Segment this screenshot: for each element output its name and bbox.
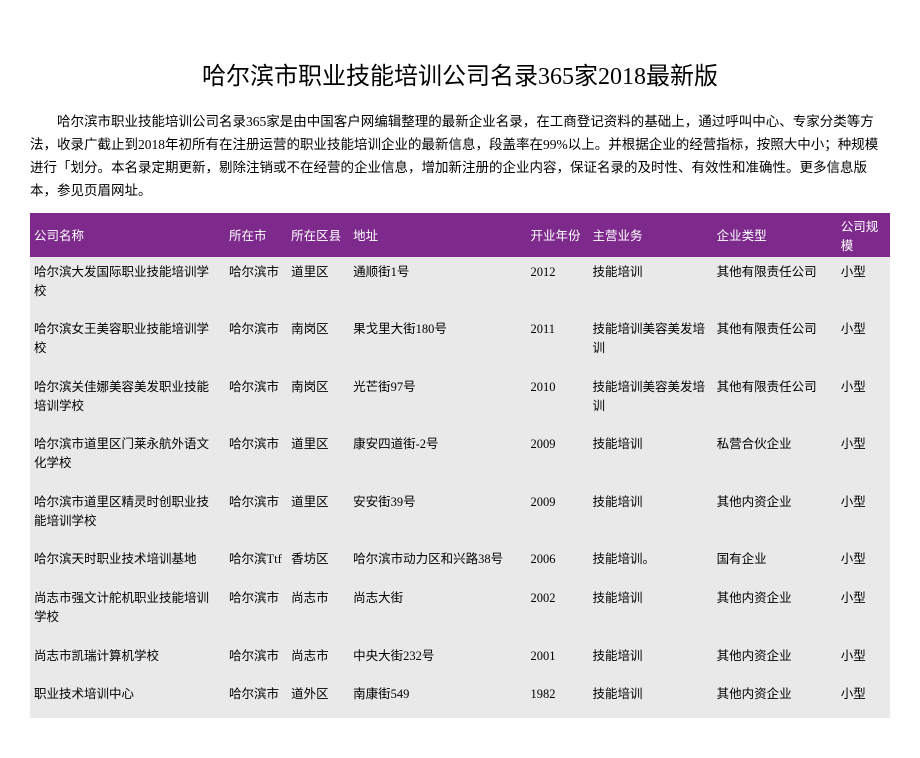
intro-paragraph: 哈尔滨市职业技能培训公司名录365家是由中国客户网编辑整理的最新企业名录，在工商… (30, 111, 890, 203)
cell-name: 哈尔滨市道里区门莱永航外语文化学校 (30, 429, 225, 487)
cell-business: 技能培训美容美发培训 (589, 372, 713, 430)
col-header-year: 开业年份 (526, 213, 588, 257)
table-row: 哈尔滨市道里区精灵时创职业技能培训学校哈尔滨市道里区安安街39号2009技能培训… (30, 487, 890, 545)
cell-scale: 小型 (837, 544, 890, 583)
cell-type: 其他有限责任公司 (713, 314, 837, 372)
doc-title: 哈尔滨市职业技能培训公司名录365家2018最新版 (30, 56, 890, 91)
cell-name: 哈尔滨女王美容职业技能培训学校 (30, 314, 225, 372)
cell-type: 其他内资企业 (713, 583, 837, 641)
cell-name: 哈尔滨市道里区精灵时创职业技能培训学校 (30, 487, 225, 545)
cell-city: 哈尔滨市 (225, 641, 287, 680)
table-row: 尚志市强文计舵机职业技能培训学校哈尔滨市尚志市尚志大街2002技能培训其他内资企… (30, 583, 890, 641)
cell-city: 哈尔滨市 (225, 679, 287, 718)
cell-type: 其他内资企业 (713, 679, 837, 718)
table-header-row: 公司名称 所在市 所在区县 地址 开业年份 主营业务 企业类型 公司规模 (30, 213, 890, 257)
table-row: 哈尔滨关佳娜美容美发职业技能培训学校哈尔滨市南岗区光芒街97号2010技能培训美… (30, 372, 890, 430)
table-row: 哈尔滨大发国际职业技能培训学校哈尔滨市道里区通顺街1号2012技能培训其他有限责… (30, 257, 890, 315)
cell-type: 其他内资企业 (713, 487, 837, 545)
cell-business: 技能培训 (589, 641, 713, 680)
cell-scale: 小型 (837, 487, 890, 545)
table-row: 尚志市凯瑞计算机学校哈尔滨市尚志市中央大街232号2001技能培训其他内资企业小… (30, 641, 890, 680)
cell-district: 道里区 (287, 487, 349, 545)
cell-business: 技能培训 (589, 583, 713, 641)
cell-year: 2006 (526, 544, 588, 583)
col-header-address: 地址 (349, 213, 526, 257)
cell-city: 哈尔滨市 (225, 372, 287, 430)
cell-address: 南康街549 (349, 679, 526, 718)
cell-name: 尚志市强文计舵机职业技能培训学校 (30, 583, 225, 641)
cell-scale: 小型 (837, 641, 890, 680)
cell-scale: 小型 (837, 679, 890, 718)
cell-address: 通顺街1号 (349, 257, 526, 315)
cell-city: 哈尔滨市 (225, 257, 287, 315)
cell-address: 哈尔滨市动力区和兴路38号 (349, 544, 526, 583)
col-header-scale: 公司规模 (837, 213, 890, 257)
table-row: 哈尔滨女王美容职业技能培训学校哈尔滨市南岗区果戈里大街180号2011技能培训美… (30, 314, 890, 372)
col-header-name: 公司名称 (30, 213, 225, 257)
cell-name: 尚志市凯瑞计算机学校 (30, 641, 225, 680)
cell-scale: 小型 (837, 257, 890, 315)
cell-year: 2002 (526, 583, 588, 641)
cell-year: 2010 (526, 372, 588, 430)
cell-city: 哈尔滨Ttf (225, 544, 287, 583)
cell-name: 哈尔滨关佳娜美容美发职业技能培训学校 (30, 372, 225, 430)
cell-scale: 小型 (837, 429, 890, 487)
cell-district: 道里区 (287, 257, 349, 315)
cell-city: 哈尔滨市 (225, 314, 287, 372)
cell-district: 道里区 (287, 429, 349, 487)
cell-type: 国有企业 (713, 544, 837, 583)
cell-business: 技能培训 (589, 487, 713, 545)
cell-type: 其他有限责任公司 (713, 372, 837, 430)
cell-district: 尚志市 (287, 641, 349, 680)
cell-district: 香坊区 (287, 544, 349, 583)
cell-year: 2011 (526, 314, 588, 372)
cell-district: 道外区 (287, 679, 349, 718)
cell-year: 1982 (526, 679, 588, 718)
cell-scale: 小型 (837, 314, 890, 372)
cell-city: 哈尔滨市 (225, 487, 287, 545)
table-row: 职业技术培训中心哈尔滨市道外区南康街5491982技能培训其他内资企业小型 (30, 679, 890, 718)
cell-year: 2001 (526, 641, 588, 680)
cell-business: 技能培训 (589, 679, 713, 718)
cell-type: 私营合伙企业 (713, 429, 837, 487)
col-header-business: 主营业务 (589, 213, 713, 257)
table-row: 哈尔滨市道里区门莱永航外语文化学校哈尔滨市道里区康安四道街-2号2009技能培训… (30, 429, 890, 487)
cell-name: 哈尔滨大发国际职业技能培训学校 (30, 257, 225, 315)
cell-year: 2009 (526, 487, 588, 545)
cell-city: 哈尔滨市 (225, 429, 287, 487)
cell-city: 哈尔滨市 (225, 583, 287, 641)
table-body: 哈尔滨大发国际职业技能培训学校哈尔滨市道里区通顺街1号2012技能培训其他有限责… (30, 257, 890, 718)
cell-business: 技能培训。 (589, 544, 713, 583)
cell-district: 尚志市 (287, 583, 349, 641)
cell-district: 南岗区 (287, 372, 349, 430)
cell-year: 2012 (526, 257, 588, 315)
table-row: 哈尔滨天时职业技术培训基地哈尔滨Ttf香坊区哈尔滨市动力区和兴路38号2006技… (30, 544, 890, 583)
cell-address: 光芒街97号 (349, 372, 526, 430)
cell-scale: 小型 (837, 583, 890, 641)
company-table: 公司名称 所在市 所在区县 地址 开业年份 主营业务 企业类型 公司规模 哈尔滨… (30, 213, 890, 718)
col-header-city: 所在市 (225, 213, 287, 257)
cell-type: 其他有限责任公司 (713, 257, 837, 315)
cell-type: 其他内资企业 (713, 641, 837, 680)
cell-address: 中央大街232号 (349, 641, 526, 680)
cell-address: 康安四道街-2号 (349, 429, 526, 487)
cell-district: 南岗区 (287, 314, 349, 372)
cell-name: 职业技术培训中心 (30, 679, 225, 718)
cell-name: 哈尔滨天时职业技术培训基地 (30, 544, 225, 583)
cell-business: 技能培训 (589, 257, 713, 315)
col-header-type: 企业类型 (713, 213, 837, 257)
col-header-district: 所在区县 (287, 213, 349, 257)
cell-year: 2009 (526, 429, 588, 487)
cell-business: 技能培训 (589, 429, 713, 487)
cell-scale: 小型 (837, 372, 890, 430)
cell-address: 果戈里大街180号 (349, 314, 526, 372)
cell-address: 尚志大街 (349, 583, 526, 641)
cell-business: 技能培训美容美发培训 (589, 314, 713, 372)
cell-address: 安安街39号 (349, 487, 526, 545)
